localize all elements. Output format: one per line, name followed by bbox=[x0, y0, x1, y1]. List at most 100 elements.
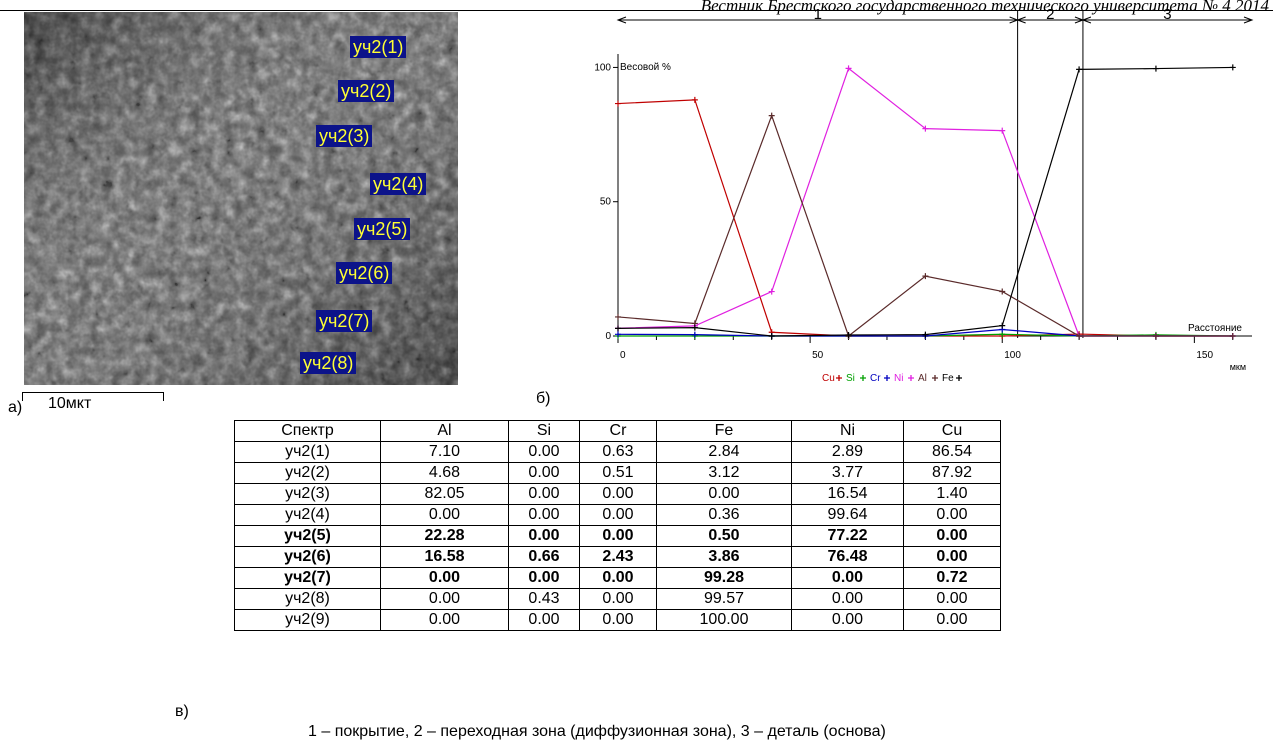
series-line-fe bbox=[617, 66, 1233, 337]
table-cell: 99.57 bbox=[656, 588, 792, 610]
scale-bar-label: 10мкт bbox=[48, 395, 92, 412]
table-cell: 2.43 bbox=[579, 546, 657, 568]
table-cell: 0.00 bbox=[791, 588, 904, 610]
series-point-al bbox=[615, 313, 621, 320]
panel-b-letter: б) bbox=[536, 390, 551, 407]
table-cell: 0.00 bbox=[508, 609, 580, 631]
table-cell: 7.10 bbox=[380, 441, 509, 463]
table-cell: уч2(4) bbox=[234, 504, 381, 526]
x-tick-label: 150 bbox=[1196, 350, 1213, 361]
series-point-al bbox=[922, 273, 929, 280]
table-cell: 0.72 bbox=[903, 567, 1001, 589]
table-cell: 0.00 bbox=[579, 588, 657, 610]
legend-marker-al bbox=[932, 375, 938, 381]
series-point-fe bbox=[691, 324, 698, 331]
table-cell: уч2(8) bbox=[234, 588, 381, 610]
series-point-fe bbox=[1152, 65, 1159, 72]
panel-c-letter: в) bbox=[175, 703, 189, 720]
table-header-cell: Спектр bbox=[234, 420, 381, 442]
x-tick-label: 50 bbox=[812, 350, 824, 361]
table-cell: уч2(3) bbox=[234, 483, 381, 505]
table-cell: 99.64 bbox=[791, 504, 904, 526]
series-line-al bbox=[617, 113, 1233, 337]
series-point-fe bbox=[999, 322, 1006, 329]
sem-label-5: уч2(5) bbox=[354, 218, 411, 240]
sem-texture bbox=[24, 12, 458, 385]
series-point-fe bbox=[1229, 64, 1236, 71]
table-header-cell: Al bbox=[380, 420, 509, 442]
table-cell: 0.00 bbox=[791, 609, 904, 631]
series-point-al bbox=[1152, 333, 1159, 339]
table-cell: 76.48 bbox=[791, 546, 904, 568]
sem-micrograph: уч2(1) уч2(2) уч2(3) уч2(4) уч2(5) уч2(6… bbox=[24, 12, 458, 385]
table-header-cell: Ni bbox=[791, 420, 904, 442]
table-cell: 0.43 bbox=[508, 588, 580, 610]
table-cell: 0.00 bbox=[508, 483, 580, 505]
table-cell: 0.00 bbox=[903, 609, 1001, 631]
series-point-ni bbox=[999, 127, 1006, 134]
header-rule bbox=[0, 10, 1273, 11]
zone-label: 3 bbox=[1163, 8, 1171, 23]
table-cell: 2.84 bbox=[656, 441, 792, 463]
table-cell: 99.28 bbox=[656, 567, 792, 589]
table-cell: 77.22 bbox=[791, 525, 904, 547]
sem-label-1: уч2(1) bbox=[350, 36, 407, 58]
table-cell: 0.00 bbox=[903, 588, 1001, 610]
table-cell: 0.00 bbox=[791, 567, 904, 589]
zone-arrow-left bbox=[616, 16, 627, 24]
table-cell: 22.28 bbox=[380, 525, 509, 547]
table-cell: уч2(7) bbox=[234, 567, 381, 589]
table-cell: 0.00 bbox=[508, 441, 580, 463]
legend-label-si: Si bbox=[846, 373, 855, 384]
table-cell: 16.58 bbox=[380, 546, 509, 568]
table-cell: уч2(5) bbox=[234, 525, 381, 547]
table-cell: 0.00 bbox=[579, 504, 657, 526]
series-point-ni bbox=[768, 288, 775, 295]
table-cell: 3.86 bbox=[656, 546, 792, 568]
table-cell: 0.00 bbox=[656, 483, 792, 505]
table-cell: 82.05 bbox=[380, 483, 509, 505]
y-tick-label: 0 bbox=[605, 331, 611, 342]
legend-label-al: Al bbox=[918, 373, 927, 384]
table-cell: 0.00 bbox=[903, 525, 1001, 547]
table-row: уч2(3) 82.05 0.00 0.00 0.00 16.54 1.40 bbox=[234, 483, 1001, 505]
y-axis-label: Весовой % bbox=[620, 62, 671, 73]
table-cell: 0.66 bbox=[508, 546, 580, 568]
table-cell: 0.00 bbox=[903, 546, 1001, 568]
table-cell: 0.00 bbox=[380, 588, 509, 610]
table-header-row: Спектр Al Si Cr Fe Ni Cu bbox=[234, 420, 1001, 442]
table-header-cell: Cr bbox=[579, 420, 657, 442]
table-row: уч2(5) 22.28 0.00 0.00 0.50 77.22 0.00 bbox=[234, 525, 1001, 547]
table-row: уч2(6) 16.58 0.66 2.43 3.86 76.48 0.00 bbox=[234, 546, 1001, 568]
zone-caption: 1 – покрытие, 2 – переходная зона (диффу… bbox=[308, 723, 886, 740]
composition-table: Спектр Al Si Cr Fe Ni Cu уч2(1) 7.10 0.00 0.63 2.8… bbox=[234, 420, 1001, 631]
table-header-cell: Cu bbox=[903, 420, 1001, 442]
zone-arrow-right bbox=[1243, 16, 1254, 24]
series-point-ni bbox=[845, 65, 852, 72]
sem-label-8: уч2(8) bbox=[300, 352, 357, 374]
series-point-cr bbox=[615, 331, 621, 338]
table-cell: 0.36 bbox=[656, 504, 792, 526]
series-point-fe bbox=[922, 331, 929, 338]
x-tick-label: 0 bbox=[620, 350, 626, 361]
series-point-cu bbox=[691, 96, 698, 103]
table-header-cell: Si bbox=[508, 420, 580, 442]
legend-marker-cu bbox=[836, 375, 842, 381]
sem-label-7: уч2(7) bbox=[316, 310, 373, 332]
table-cell: 0.00 bbox=[903, 504, 1001, 526]
table-cell: 0.00 bbox=[579, 483, 657, 505]
table-cell: 0.00 bbox=[579, 609, 657, 631]
table-cell: 4.68 bbox=[380, 462, 509, 484]
series-point-cr bbox=[691, 331, 698, 338]
sem-label-3: уч2(3) bbox=[316, 125, 373, 147]
sem-label-4: уч2(4) bbox=[370, 173, 427, 195]
series-point-ni bbox=[922, 125, 929, 132]
table-row: уч2(7) 0.00 0.00 0.00 99.28 0.00 0.72 bbox=[234, 567, 1001, 589]
series-line-ni bbox=[617, 67, 1233, 337]
table-cell: 87.92 bbox=[903, 462, 1001, 484]
table-cell: 16.54 bbox=[791, 483, 904, 505]
series-point-al bbox=[1229, 333, 1236, 339]
table-cell: 3.77 bbox=[791, 462, 904, 484]
table-cell: 0.51 bbox=[579, 462, 657, 484]
table-row: уч2(1) 7.10 0.00 0.63 2.84 2.89 86.54 bbox=[234, 441, 1001, 463]
